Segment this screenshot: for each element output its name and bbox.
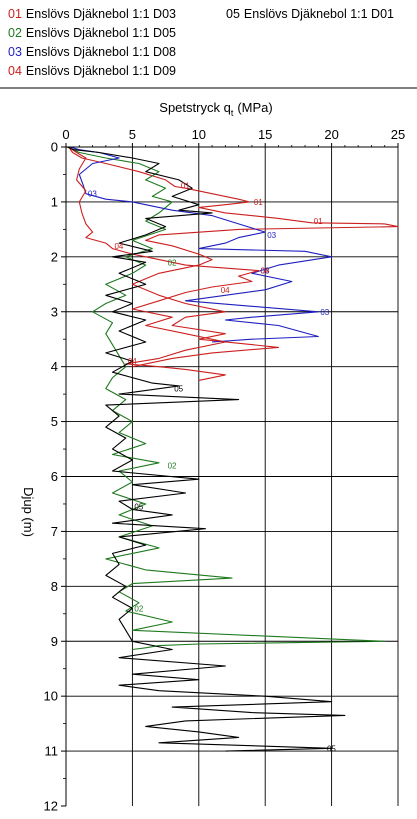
series-label-04: 04 (128, 357, 137, 366)
legend-code: 02 (8, 26, 22, 40)
series-label-03: 03 (267, 231, 276, 240)
y-tick-label: 3 (51, 304, 58, 319)
series-label-03: 03 (320, 308, 329, 317)
x-tick-label: 15 (258, 127, 272, 142)
y-tick-label: 11 (45, 744, 59, 759)
series-label-04: 04 (261, 267, 270, 276)
x-tick-label: 20 (324, 127, 338, 142)
y-tick-label: 6 (51, 469, 58, 484)
y-axis-title: Djup (m) (21, 487, 36, 537)
series-label-02: 02 (168, 258, 177, 267)
legend-entry-01: 01 Enslövs Djäknebol 1:1 D03 (8, 7, 176, 21)
y-tick-label: 12 (44, 799, 58, 814)
series-label-01: 01 (181, 181, 190, 190)
series-label-04: 04 (221, 286, 230, 295)
legend-entry-04: 04 Enslövs Djäknebol 1:1 D09 (8, 64, 176, 78)
legend-entry-03: 03 Enslövs Djäknebol 1:1 D08 (8, 45, 176, 59)
series-label-05: 05 (327, 744, 336, 753)
legend-code: 05 (226, 7, 240, 21)
legend-label: Enslövs Djäknebol 1:1 D05 (26, 26, 176, 40)
series-label-05: 05 (134, 503, 143, 512)
series-label-04: 04 (114, 242, 123, 251)
series-label-01: 01 (254, 198, 263, 207)
series-label-03: 03 (261, 267, 270, 276)
legend-code: 01 (8, 7, 22, 21)
x-tick-label: 10 (192, 127, 206, 142)
y-tick-label: 10 (44, 689, 58, 704)
legend-entry-02: 02 Enslövs Djäknebol 1:1 D05 (8, 26, 176, 40)
legend-code: 03 (8, 45, 22, 59)
x-tick-label: 0 (62, 127, 69, 142)
series-line-04 (68, 146, 260, 381)
y-tick-label: 7 (51, 524, 58, 539)
y-tick-label: 0 (51, 140, 58, 155)
legend-label: Enslövs Djäknebol 1:1 D08 (26, 45, 176, 59)
x-axis-title: Spetstryck qt (MPa) (159, 100, 272, 118)
legend-label: Enslövs Djäknebol 1:1 D09 (26, 64, 176, 78)
legend-label: Enslövs Djäknebol 1:1 D01 (244, 7, 394, 21)
series-line-01 (68, 146, 399, 368)
x-tick-label: 25 (391, 127, 405, 142)
legend-entry-05: 05 Enslövs Djäknebol 1:1 D01 (226, 7, 394, 21)
y-tick-label: 1 (51, 194, 58, 209)
legend-code: 04 (8, 64, 22, 78)
x-tick-label: 5 (129, 127, 136, 142)
series-line-02 (67, 146, 386, 651)
y-tick-label: 9 (51, 634, 58, 649)
series-label-02: 02 (168, 462, 177, 471)
series-label-05: 05 (174, 385, 183, 394)
legend-label: Enslövs Djäknebol 1:1 D03 (26, 7, 176, 21)
y-tick-label: 8 (51, 579, 58, 594)
series-label-03: 03 (88, 190, 97, 199)
series-line-03 (69, 146, 333, 343)
y-tick-label: 4 (51, 359, 58, 374)
series-line-05 (67, 146, 346, 752)
y-tick-label: 5 (51, 414, 58, 429)
grid (66, 147, 399, 806)
series-label-02: 02 (134, 604, 143, 613)
legend: 01 Enslövs Djäknebol 1:1 D03 02 Enslövs Djä… (8, 7, 394, 78)
series-lines (67, 146, 399, 752)
series-label-01: 01 (314, 217, 323, 226)
y-tick-label: 2 (51, 249, 58, 264)
